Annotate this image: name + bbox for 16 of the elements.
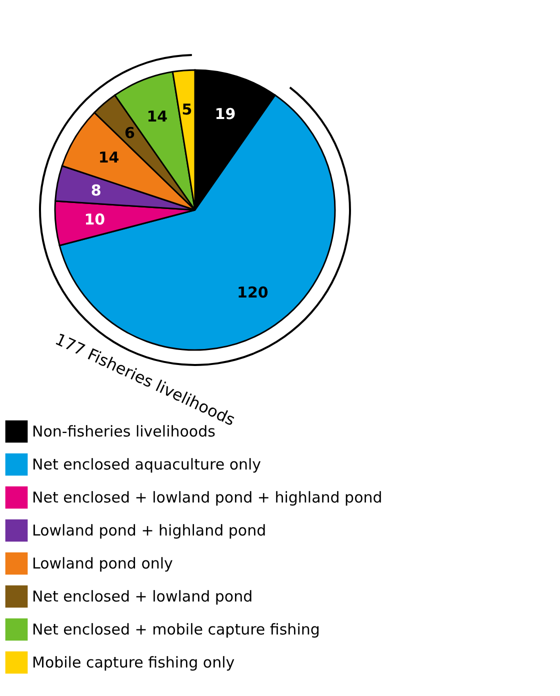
- legend-label: Net enclosed + mobile capture fishing: [32, 620, 320, 638]
- data-label: 19: [214, 104, 236, 123]
- data-label: 14: [98, 148, 120, 167]
- legend-label: Lowland pond only: [32, 554, 174, 572]
- data-label: 5: [182, 100, 192, 119]
- data-label: 6: [124, 124, 135, 142]
- legend-label: Mobile capture fishing only: [32, 654, 235, 672]
- data-label: 120: [237, 284, 268, 302]
- data-label: 10: [84, 210, 106, 229]
- data-label: 8: [90, 182, 102, 200]
- legend-label: Net enclosed + lowland pond + highland pond: [32, 488, 382, 506]
- data-label: 14: [146, 108, 168, 126]
- legend-label: Non-fisheries livelihoods: [32, 422, 216, 440]
- legend-label: Net enclosed + lowland pond: [32, 588, 253, 606]
- legend-label: Lowland pond + highland pond: [32, 522, 266, 540]
- legend-label: Net enclosed aquaculture only: [32, 456, 262, 474]
